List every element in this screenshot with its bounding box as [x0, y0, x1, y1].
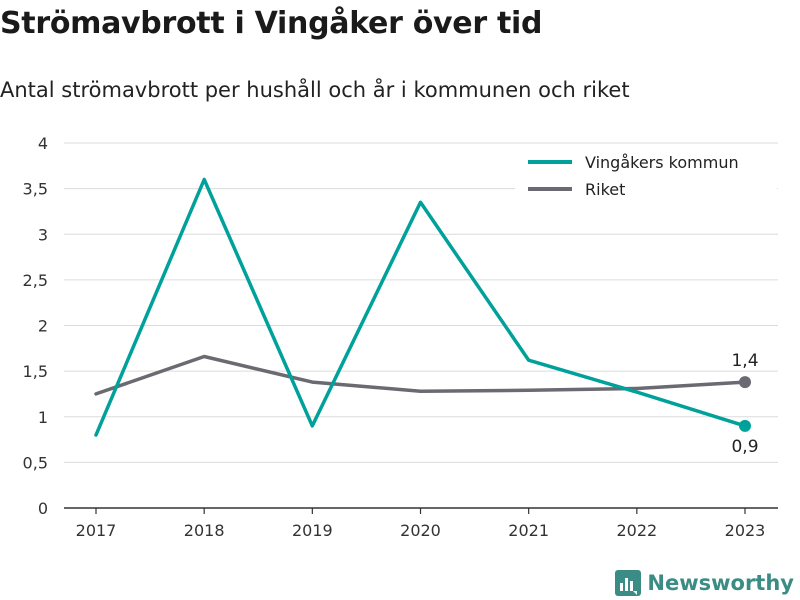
chart-subtitle: Antal strömavbrott per hushåll och år i …: [0, 78, 630, 102]
y-tick-label: 0,5: [23, 453, 48, 472]
end-value-label: 1,4: [731, 351, 758, 371]
y-tick-label: 1: [38, 408, 48, 427]
legend: Vingåkers kommun Riket: [515, 148, 777, 206]
y-tick-label: 3: [38, 225, 48, 244]
x-tick-label: 2017: [76, 521, 117, 540]
legend-background: [515, 148, 777, 206]
x-tick-label: 2020: [400, 521, 441, 540]
y-tick-label: 0: [38, 499, 48, 518]
legend-label: Riket: [585, 180, 625, 199]
newsworthy-logo: Newsworthy: [615, 570, 794, 596]
legend-label: Vingåkers kommun: [585, 153, 739, 172]
x-tick-label: 2021: [508, 521, 549, 540]
series-end-point: [739, 419, 751, 432]
series-lines: [94, 177, 751, 437]
y-tick-label: 2: [38, 317, 48, 336]
series-end-point: [739, 376, 751, 389]
y-tick-label: 4: [38, 134, 48, 153]
axes: 0 0,5 1 1,5 2 2,5 3 3,5 4 2017 2018 2019 2020 2021 202…: [23, 134, 778, 540]
series-line: [94, 354, 747, 396]
x-tick-label: 2019: [292, 521, 333, 540]
series-line: [94, 177, 747, 437]
chart-title: Strömavbrott i Vingåker över tid: [0, 6, 543, 41]
x-tick-label: 2022: [616, 521, 657, 540]
y-tick-label: 2,5: [23, 271, 48, 290]
brand-name: Newsworthy: [647, 571, 794, 595]
x-tick-label: 2018: [184, 521, 225, 540]
y-tick-label: 3,5: [23, 180, 48, 199]
end-value-label: 0,9: [731, 437, 758, 457]
data-labels: 1,4 0,9: [731, 351, 758, 457]
bar-chart-logo-icon: [615, 570, 642, 596]
x-tick-label: 2023: [725, 521, 766, 540]
y-tick-label: 1,5: [23, 362, 48, 381]
